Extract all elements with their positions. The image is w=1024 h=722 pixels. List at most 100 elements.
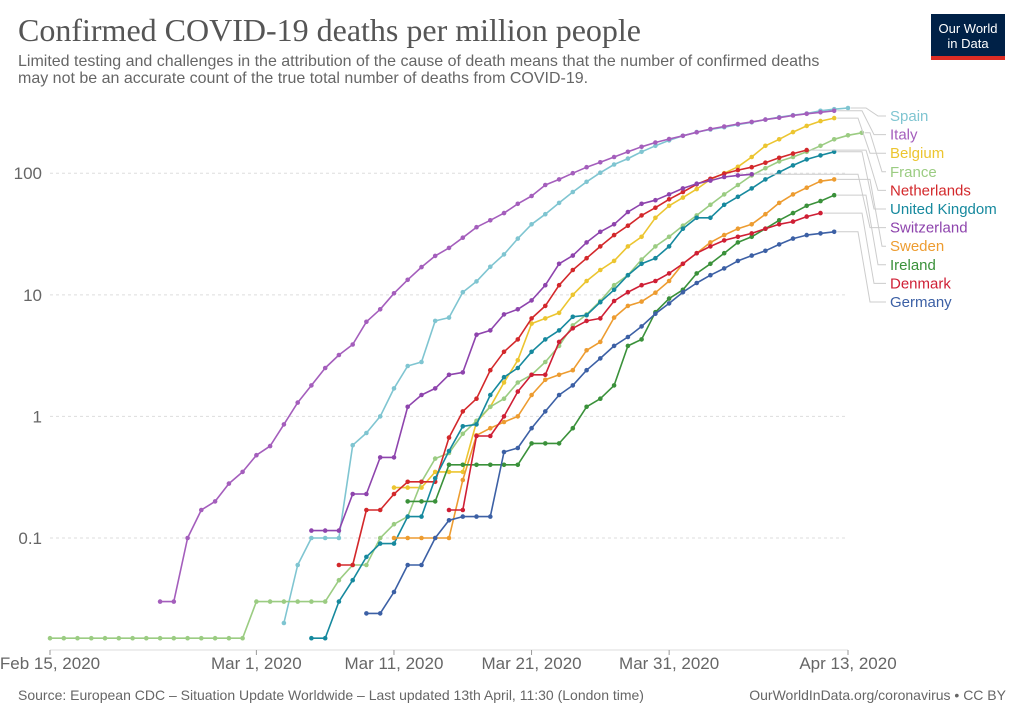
data-point <box>432 253 438 259</box>
data-point <box>515 380 521 385</box>
data-point <box>309 383 314 388</box>
data-point <box>721 238 727 243</box>
data-point <box>818 210 823 216</box>
data-point <box>391 455 397 460</box>
data-point <box>529 222 534 227</box>
data-point <box>666 234 672 240</box>
data-point <box>364 562 369 568</box>
legend-connector <box>864 132 886 173</box>
data-point <box>446 315 452 320</box>
data-point <box>721 124 727 129</box>
series-line-spain <box>283 107 849 624</box>
data-point <box>666 136 672 142</box>
data-point <box>598 356 603 361</box>
data-point <box>364 430 369 436</box>
page-subtitle: Limited testing and challenges in the at… <box>18 53 918 87</box>
data-point <box>543 316 548 321</box>
data-point <box>529 425 534 431</box>
data-point <box>625 303 631 309</box>
license-link[interactable]: OurWorldInData.org/coronavirus • CC BY <box>749 687 1006 703</box>
data-point <box>721 232 727 238</box>
data-point <box>721 250 727 256</box>
data-point <box>515 337 521 342</box>
legend-label-switzerland: Switzerland <box>890 220 968 237</box>
data-point <box>405 562 411 568</box>
data-point <box>432 476 438 481</box>
legend-connector <box>823 212 886 284</box>
data-point <box>790 151 796 156</box>
data-point <box>666 192 672 197</box>
series-line-france <box>50 132 862 640</box>
data-point <box>763 226 768 231</box>
data-point <box>653 205 658 210</box>
data-point <box>501 380 507 385</box>
data-point <box>708 272 713 278</box>
series-line-germany <box>366 231 835 615</box>
data-point <box>529 372 534 378</box>
data-point <box>391 485 397 490</box>
data-point <box>488 392 493 398</box>
data-point <box>680 226 686 231</box>
legend-label-sweden: Sweden <box>890 238 944 255</box>
data-point <box>377 541 383 546</box>
data-point <box>776 222 782 227</box>
data-point <box>598 339 603 345</box>
data-point <box>309 528 314 533</box>
data-point <box>708 126 713 132</box>
owid-logo[interactable]: Our World in Data <box>931 14 1005 60</box>
data-point <box>419 359 424 365</box>
data-point <box>818 198 823 204</box>
data-point <box>226 481 232 486</box>
legend-connector <box>837 231 886 303</box>
x-tick-label: Mar 21, 2020 <box>481 654 581 673</box>
data-point <box>570 170 576 176</box>
data-point <box>790 219 796 224</box>
data-point <box>749 164 754 170</box>
data-point <box>432 535 438 541</box>
data-point <box>157 635 163 641</box>
x-tick-label: Mar 1, 2020 <box>211 654 302 673</box>
data-point <box>322 635 328 641</box>
x-tick-label: Mar 11, 2020 <box>345 654 444 673</box>
data-point <box>529 349 534 355</box>
data-point <box>570 326 576 331</box>
data-point <box>144 635 149 641</box>
data-point <box>405 363 411 369</box>
data-point <box>570 367 576 373</box>
data-point <box>818 118 823 124</box>
data-point <box>611 258 617 264</box>
data-point <box>364 554 369 560</box>
data-point <box>749 253 754 258</box>
data-point <box>763 211 768 217</box>
data-point <box>694 215 699 221</box>
data-point <box>763 248 768 254</box>
data-point <box>653 278 658 284</box>
legend-label-germany: Germany <box>890 294 952 311</box>
data-point <box>419 514 424 519</box>
data-point <box>735 173 741 178</box>
data-point <box>130 635 135 641</box>
data-point <box>377 455 383 460</box>
data-point <box>639 257 644 262</box>
data-point <box>350 342 356 347</box>
data-point <box>598 316 603 321</box>
data-point <box>831 177 837 182</box>
data-point <box>790 236 796 241</box>
data-point <box>515 236 521 241</box>
data-point <box>377 611 383 616</box>
data-point <box>790 192 796 197</box>
data-point <box>432 318 438 324</box>
data-point <box>501 419 507 425</box>
data-point <box>749 119 754 125</box>
data-point <box>666 203 672 209</box>
data-point <box>570 425 576 431</box>
data-point <box>790 113 796 118</box>
data-point <box>625 149 631 155</box>
x-tick-label: Feb 15, 2020 <box>0 654 100 673</box>
data-point <box>556 339 562 345</box>
source-note: Source: European CDC – Situation Update … <box>18 687 644 703</box>
data-point <box>405 499 411 504</box>
data-point <box>735 234 741 240</box>
data-point <box>446 469 452 475</box>
